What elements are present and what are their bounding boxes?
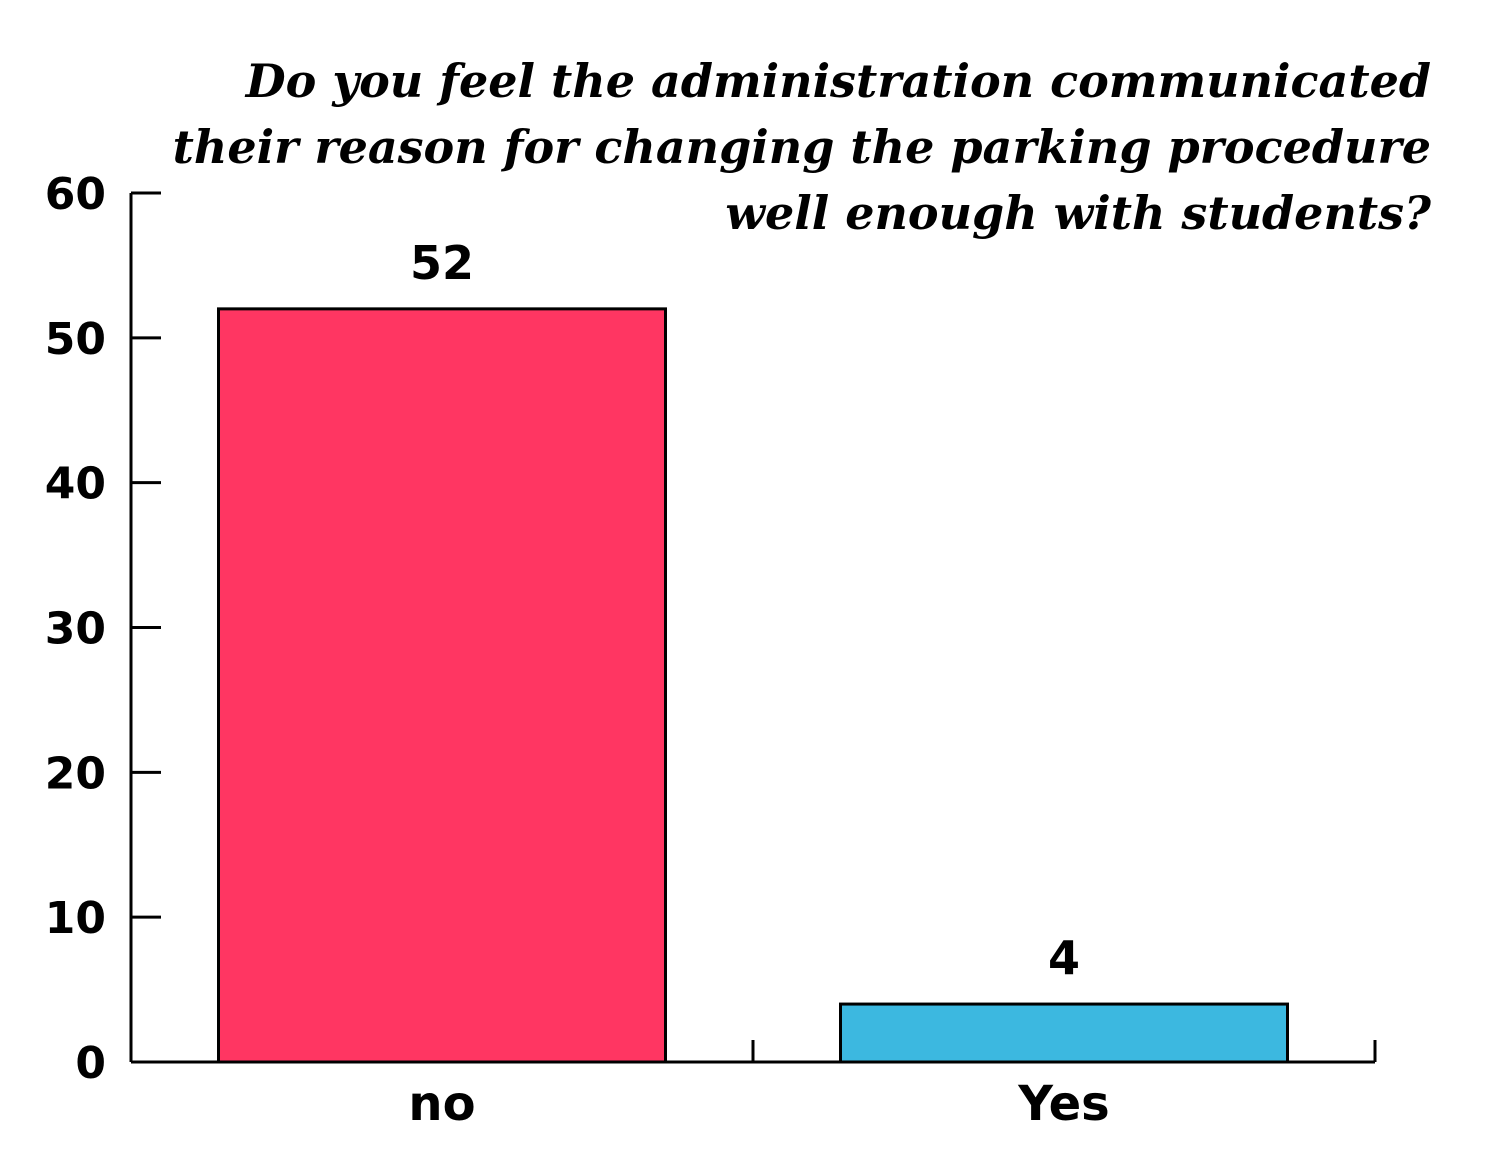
y-tick-label: 40 (45, 459, 106, 510)
bar-yes (839, 1002, 1289, 1064)
bar-no (217, 307, 667, 1064)
y-tick-label: 50 (45, 314, 106, 365)
y-tick-label: 60 (45, 169, 106, 220)
chart-title: Do you feel the administration communica… (91, 48, 1431, 246)
bar-data-label: 4 (1048, 931, 1080, 985)
x-category-label: Yes (1017, 1076, 1109, 1132)
bar-data-label: 52 (410, 236, 474, 290)
y-tick-label: 30 (45, 604, 106, 655)
y-tick-label: 0 (75, 1038, 106, 1089)
x-category-label: no (408, 1076, 475, 1132)
chart-title-line-1: Do you feel the administration communica… (245, 54, 1431, 108)
y-tick-label: 20 (45, 748, 106, 799)
y-tick-label: 10 (45, 893, 106, 944)
chart-title-line-3: well enough with students? (725, 186, 1431, 240)
chart-title-line-2: their reason for changing the parking pr… (172, 120, 1431, 174)
